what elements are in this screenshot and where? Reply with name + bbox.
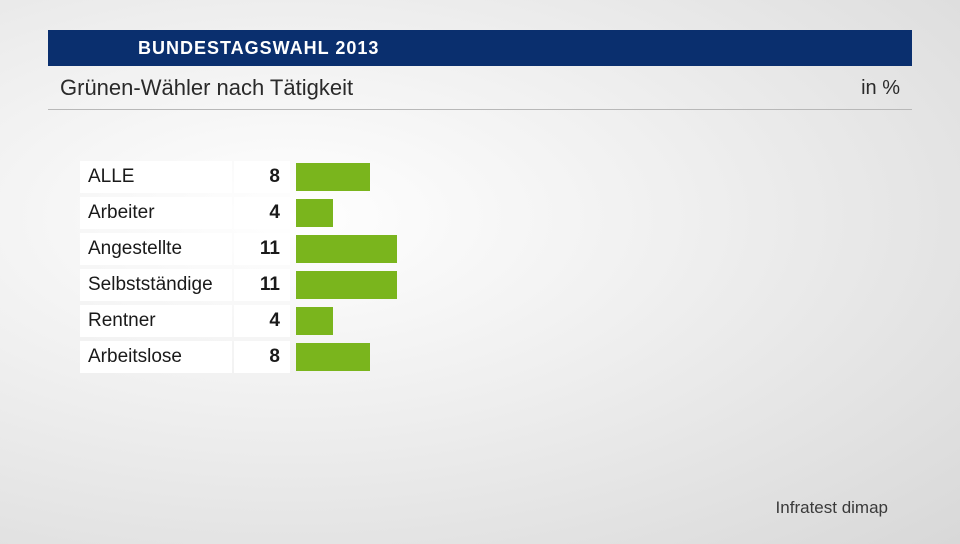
chart-row: Selbstständige 11 <box>80 268 796 302</box>
header-bar: BUNDESTAGSWAHL 2013 <box>48 30 912 66</box>
bar-container <box>296 197 796 229</box>
chart-row: ALLE 8 <box>80 160 796 194</box>
bar-container <box>296 341 796 373</box>
row-label: ALLE <box>80 161 232 193</box>
row-value: 11 <box>234 233 290 265</box>
chart-row: Arbeiter 4 <box>80 196 796 230</box>
unit-label: in % <box>861 77 900 100</box>
row-value: 4 <box>234 197 290 229</box>
chart-row: Rentner 4 <box>80 304 796 338</box>
subtitle-row: Grünen-Wähler nach Tätigkeit in % <box>48 75 912 101</box>
bar <box>296 163 370 191</box>
chart-row: Arbeitslose 8 <box>80 340 796 374</box>
row-value: 8 <box>234 161 290 193</box>
row-value: 8 <box>234 341 290 373</box>
bar <box>296 271 397 299</box>
bar <box>296 235 397 263</box>
bar-container <box>296 161 796 193</box>
chart-subtitle: Grünen-Wähler nach Tätigkeit <box>60 75 353 101</box>
header-title: BUNDESTAGSWAHL 2013 <box>138 38 379 59</box>
row-label: Selbstständige <box>80 269 232 301</box>
row-label: Rentner <box>80 305 232 337</box>
row-value: 11 <box>234 269 290 301</box>
bar-container <box>296 233 796 265</box>
row-label: Arbeiter <box>80 197 232 229</box>
row-label: Arbeitslose <box>80 341 232 373</box>
divider <box>48 109 912 110</box>
row-value: 4 <box>234 305 290 337</box>
bar-chart: ALLE 8 Arbeiter 4 Angestellte 11 Selbsts… <box>80 160 796 376</box>
bar-container <box>296 305 796 337</box>
bar-container <box>296 269 796 301</box>
source-label: Infratest dimap <box>776 498 888 518</box>
bar <box>296 199 333 227</box>
row-label: Angestellte <box>80 233 232 265</box>
chart-row: Angestellte 11 <box>80 232 796 266</box>
bar <box>296 343 370 371</box>
bar <box>296 307 333 335</box>
